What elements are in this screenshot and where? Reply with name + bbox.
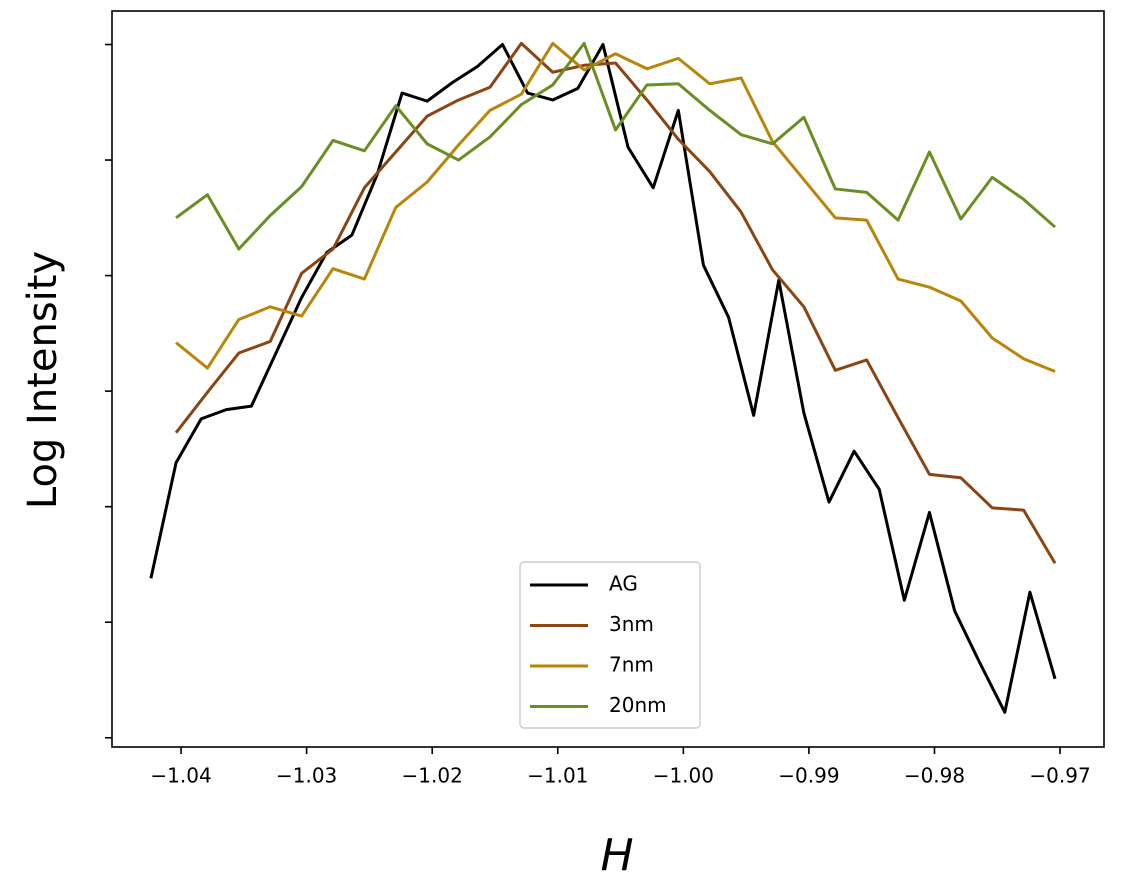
x-tick-label: −1.01	[527, 764, 588, 788]
legend-label: AG	[609, 572, 638, 596]
legend-label: 3nm	[609, 612, 654, 636]
legend-box	[519, 561, 701, 729]
line	[175, 41, 1056, 373]
line	[149, 43, 1057, 714]
x-tick-label: −0.99	[778, 764, 839, 788]
x-tick-label: −1.02	[402, 764, 463, 788]
x-tick-label: −0.97	[1029, 764, 1090, 788]
y-axis-label: Log Intensity	[20, 251, 66, 509]
x-tick-label: −1.04	[150, 764, 211, 788]
legend-label: 20nm	[609, 693, 667, 717]
line	[174, 41, 1057, 565]
x-tick-label: −0.98	[904, 764, 965, 788]
plot-frame	[111, 10, 1105, 748]
line	[175, 41, 1057, 251]
x-axis-label: H	[600, 830, 633, 881]
legend-label: 7nm	[609, 653, 654, 677]
x-tick-label: −1.00	[653, 764, 714, 788]
x-tick-label: −1.03	[276, 764, 337, 788]
